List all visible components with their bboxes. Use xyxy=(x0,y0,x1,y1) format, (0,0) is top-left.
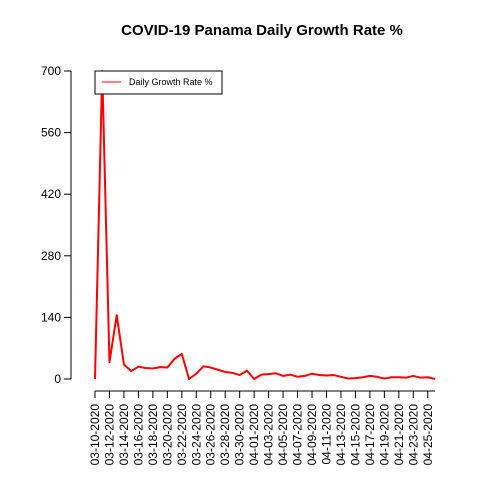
x-tick-label: 03-18-2020 xyxy=(146,404,160,466)
y-tick-label: 140 xyxy=(41,310,61,324)
x-tick-label: 04-03-2020 xyxy=(262,404,276,466)
x-tick-label: 03-22-2020 xyxy=(175,404,189,466)
x-tick-label: 04-15-2020 xyxy=(348,404,362,466)
x-tick-label: 04-07-2020 xyxy=(291,404,305,466)
x-tick-label: 03-12-2020 xyxy=(102,404,116,466)
x-tick-label: 04-11-2020 xyxy=(319,404,333,465)
y-tick-label: 0 xyxy=(54,372,61,386)
x-tick-label: 03-10-2020 xyxy=(88,404,102,466)
series-layer xyxy=(94,70,436,380)
x-tick-label: 04-19-2020 xyxy=(377,404,391,466)
y-tick-label: 700 xyxy=(41,64,61,78)
x-tick-label: 03-24-2020 xyxy=(189,404,203,466)
legend-box xyxy=(94,70,223,95)
x-tick-label: 04-21-2020 xyxy=(392,404,406,466)
x-tick-label: 04-01-2020 xyxy=(247,404,261,466)
x-tick-label: 04-25-2020 xyxy=(421,404,435,466)
x-tick-label: 04-23-2020 xyxy=(406,404,420,466)
y-axis: 0 140 280 420 560 700 xyxy=(41,64,72,386)
x-tick-label: 03-26-2020 xyxy=(204,404,218,466)
x-tick-label: 03-30-2020 xyxy=(233,404,247,466)
y-tick-label: 560 xyxy=(41,126,61,140)
y-tick-label: 280 xyxy=(41,249,61,263)
legend: Daily Growth Rate % xyxy=(94,70,223,95)
legend-label: Daily Growth Rate % xyxy=(129,77,213,87)
y-tick-label: 420 xyxy=(41,187,61,201)
x-tick-label: 04-09-2020 xyxy=(305,404,319,466)
x-axis: 03-10-2020 03-12-2020 03-14-2020 03-16-2020… xyxy=(88,390,435,466)
x-tick-label: 03-28-2020 xyxy=(218,404,232,466)
x-tick-label: 03-16-2020 xyxy=(131,404,145,466)
x-tick-label: 04-13-2020 xyxy=(334,404,348,466)
x-tick-label: 03-20-2020 xyxy=(160,404,174,466)
x-tick-label: 03-14-2020 xyxy=(117,404,131,466)
series-line xyxy=(94,70,436,380)
chart-title: COVID-19 Panama Daily Growth Rate % xyxy=(121,22,403,39)
x-tick-label: 04-17-2020 xyxy=(363,404,377,466)
x-tick-label: 04-05-2020 xyxy=(276,404,290,466)
